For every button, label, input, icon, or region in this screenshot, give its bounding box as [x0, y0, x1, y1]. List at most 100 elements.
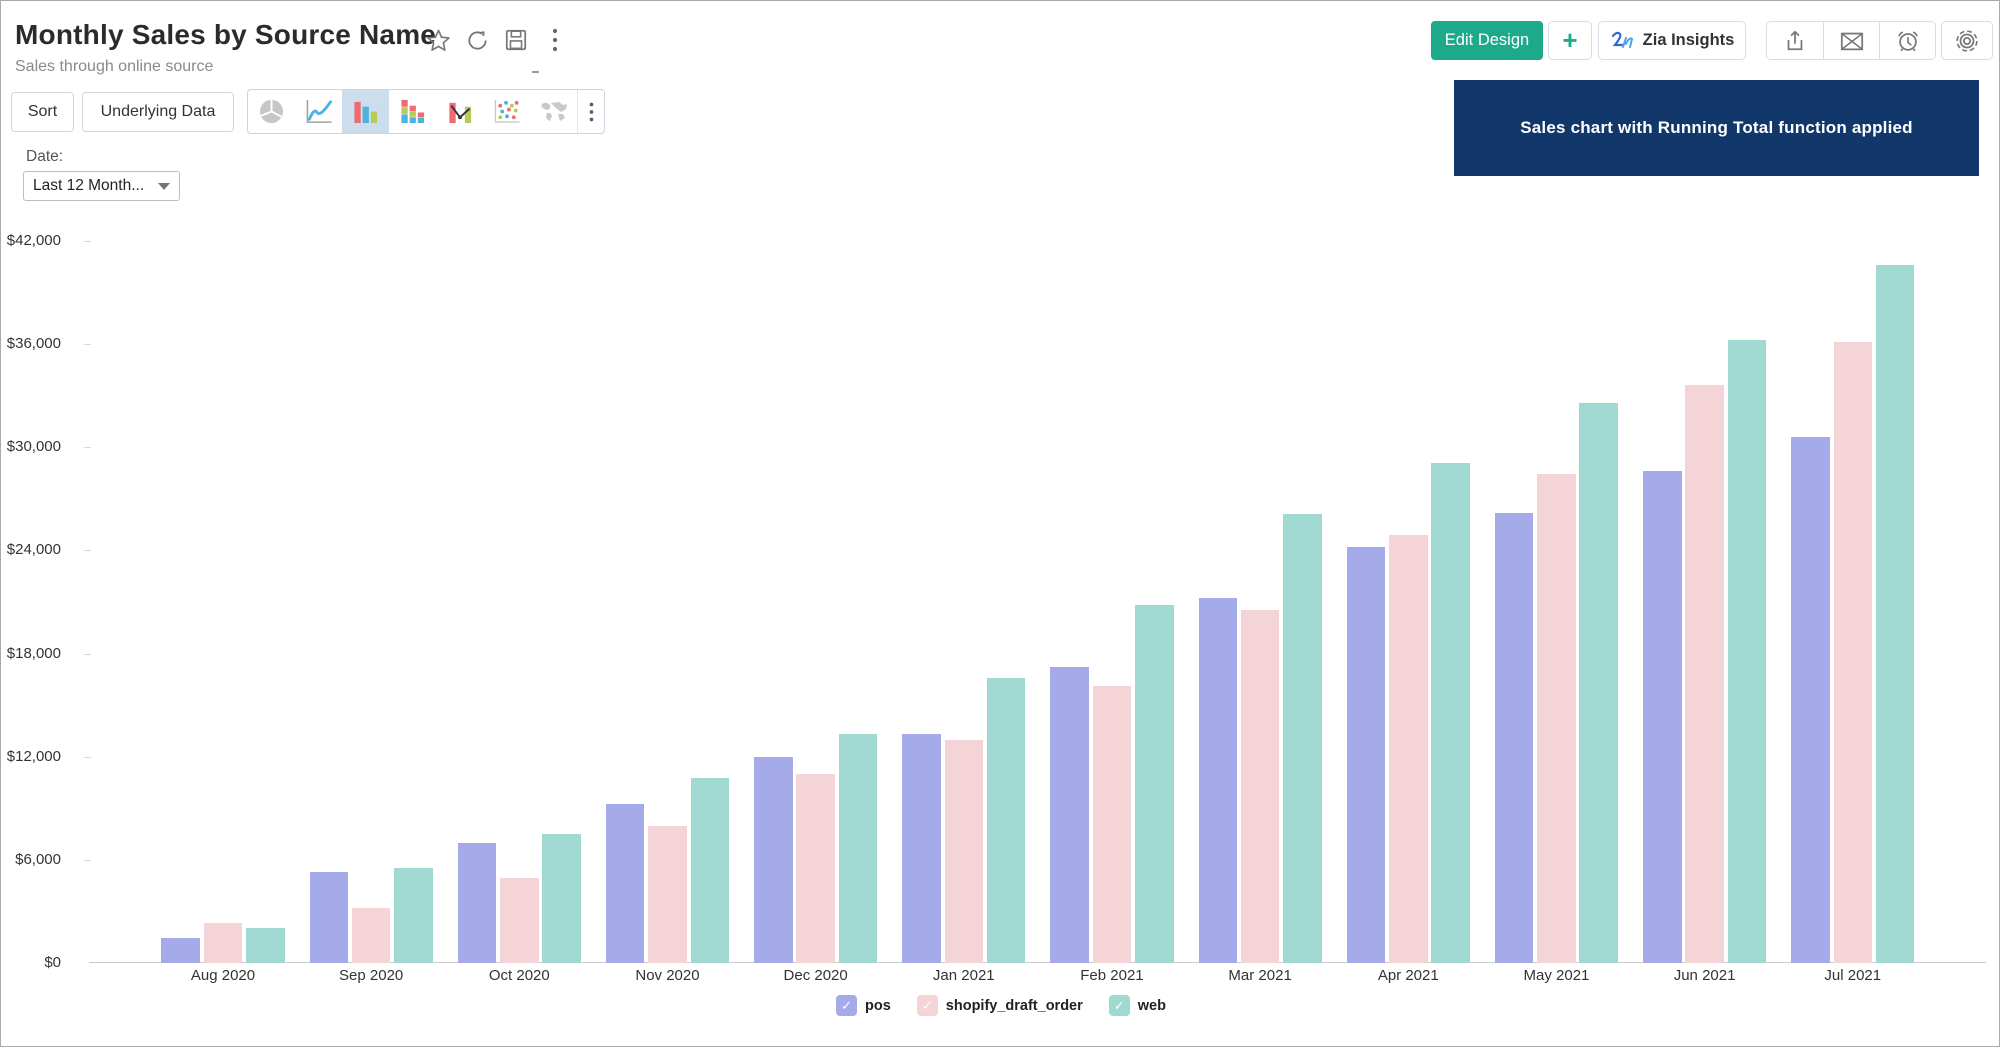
bar-web[interactable] — [986, 677, 1026, 963]
add-button[interactable]: + — [1548, 21, 1592, 60]
x-axis-category-label: Jul 2021 — [1824, 967, 1882, 984]
bar-shopify_draft_order[interactable] — [944, 739, 984, 963]
bar-pos[interactable] — [309, 871, 349, 963]
bar-pos[interactable] — [902, 734, 941, 963]
bar-pos[interactable] — [605, 803, 645, 963]
bar-shopify_draft_order[interactable] — [796, 773, 835, 963]
share-icon[interactable] — [1767, 22, 1823, 59]
save-icon[interactable] — [503, 27, 529, 53]
line-chart-icon[interactable] — [295, 90, 342, 133]
map-chart-icon[interactable] — [530, 90, 577, 133]
legend-checkbox-icon[interactable]: ✓ — [916, 995, 938, 1016]
date-filter-value: Last 12 Month... — [33, 177, 145, 194]
date-filter-select[interactable]: Last 12 Month... — [23, 171, 180, 201]
schedule-icon[interactable] — [1879, 22, 1935, 59]
legend-item-shopify_draft_order[interactable]: ✓ shopify_draft_order — [916, 995, 1083, 1016]
legend-checkbox-icon[interactable]: ✓ — [836, 995, 858, 1016]
y-axis-tick-mark — [84, 756, 91, 758]
y-axis-tick-mark — [84, 447, 91, 449]
bar-pos[interactable] — [457, 842, 497, 963]
more-chart-types-icon[interactable] — [577, 90, 604, 133]
y-axis-tick-mark — [84, 653, 91, 655]
combo-chart-icon[interactable] — [436, 90, 483, 133]
bar-web[interactable] — [838, 734, 878, 963]
sort-button[interactable]: Sort — [11, 92, 74, 132]
y-axis-tick-label: $12,000 — [6, 747, 61, 765]
bar-shopify_draft_order[interactable] — [648, 826, 687, 963]
bar-pos[interactable] — [1791, 436, 1830, 963]
chevron-down-icon — [158, 182, 170, 190]
page-title: Monthly Sales by Source Name — [15, 19, 437, 50]
zia-insights-label: Zia Insights — [1642, 31, 1735, 49]
annotation-banner-text: Sales chart with Running Total function … — [1520, 118, 1913, 137]
zia-insights-button[interactable]: Zia Insights — [1598, 21, 1746, 60]
bar-shopify_draft_order[interactable] — [1685, 385, 1724, 963]
bar-pos[interactable] — [1643, 471, 1682, 963]
settings-gear-icon — [1954, 28, 1980, 54]
bar-shopify_draft_order[interactable] — [1092, 686, 1132, 963]
bar-chart-icon[interactable] — [342, 90, 389, 133]
bar-web[interactable] — [1283, 514, 1322, 963]
refresh-icon[interactable] — [464, 27, 490, 53]
bar-pos[interactable] — [1050, 667, 1089, 963]
legend-label: pos — [865, 997, 891, 1014]
y-axis-tick-label: $0 — [44, 954, 61, 971]
bar-web[interactable] — [246, 927, 285, 963]
bar-pos[interactable] — [1346, 547, 1386, 963]
kebab-menu-icon[interactable] — [542, 27, 568, 53]
bar-shopify_draft_order[interactable] — [1833, 342, 1872, 963]
bar-pos[interactable] — [161, 938, 200, 963]
bar-shopify_draft_order[interactable] — [351, 907, 391, 963]
bar-web[interactable] — [542, 834, 581, 963]
x-axis-category-label: Feb 2021 — [1080, 967, 1144, 984]
x-axis-category-label: Jun 2021 — [1673, 967, 1736, 984]
bar-shopify_draft_order[interactable] — [1389, 534, 1428, 963]
bar-pos[interactable] — [1494, 512, 1534, 963]
edit-design-button[interactable]: Edit Design — [1431, 21, 1543, 60]
bar-web[interactable] — [1431, 462, 1470, 963]
bar-web[interactable] — [394, 868, 433, 963]
menu-hint-dash — [532, 71, 539, 73]
bar-pos[interactable] — [754, 756, 793, 963]
y-axis-tick-label: $24,000 — [6, 541, 61, 559]
scatter-chart-icon[interactable] — [483, 90, 530, 133]
chart-type-selector — [247, 89, 605, 134]
bar-shopify_draft_order[interactable] — [203, 923, 243, 963]
x-axis-line — [89, 962, 1986, 963]
x-axis-category-label: Oct 2020 — [488, 967, 550, 984]
legend-checkbox-icon[interactable]: ✓ — [1108, 995, 1130, 1016]
x-axis-category-label: Mar 2021 — [1228, 967, 1292, 984]
share-actions-group — [1766, 21, 1936, 60]
annotation-banner: Sales chart with Running Total function … — [1454, 80, 1979, 176]
pie-chart-icon[interactable] — [248, 90, 295, 133]
legend-item-pos[interactable]: ✓ pos — [836, 995, 891, 1016]
date-filter-label: Date: — [26, 148, 64, 165]
y-axis-tick-label: $6,000 — [15, 850, 61, 868]
zia-logo-icon — [1610, 30, 1636, 52]
chart-legend: ✓ pos ✓ shopify_draft_order ✓ web — [1, 995, 1999, 1016]
legend-item-web[interactable]: ✓ web — [1108, 995, 1166, 1016]
bar-shopify_draft_order[interactable] — [500, 877, 539, 963]
y-axis-tick-label: $18,000 — [6, 644, 61, 662]
star-icon[interactable] — [425, 27, 451, 53]
y-axis-tick-label: $42,000 — [6, 232, 61, 250]
bar-web[interactable] — [1579, 402, 1618, 963]
x-axis-category-label: Apr 2021 — [1377, 967, 1439, 984]
legend-label: web — [1137, 997, 1166, 1014]
y-axis-tick-mark — [84, 241, 91, 243]
bar-web[interactable] — [1135, 605, 1174, 963]
stacked-bar-chart-icon[interactable] — [389, 90, 436, 133]
email-icon[interactable] — [1823, 22, 1879, 59]
bar-web[interactable] — [690, 778, 730, 963]
x-axis-category-label: Aug 2020 — [190, 967, 256, 984]
settings-button[interactable] — [1941, 21, 1993, 60]
bar-web[interactable] — [1727, 339, 1767, 963]
x-axis-category-label: May 2021 — [1523, 967, 1590, 984]
underlying-data-button[interactable]: Underlying Data — [82, 92, 234, 132]
bar-pos[interactable] — [1198, 597, 1238, 963]
bar-web[interactable] — [1875, 265, 1915, 963]
bar-shopify_draft_order[interactable] — [1240, 609, 1280, 963]
bar-shopify_draft_order[interactable] — [1537, 473, 1576, 963]
y-axis-tick-mark — [84, 859, 91, 861]
